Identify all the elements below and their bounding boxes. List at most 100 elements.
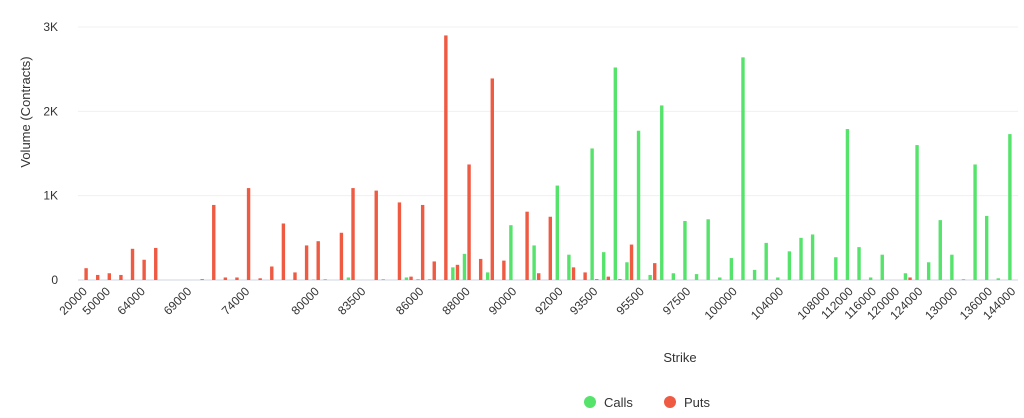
calls-bar-87500[interactable]	[451, 267, 455, 280]
calls-bar-114000[interactable]	[857, 247, 861, 280]
calls-bar-92000[interactable]	[555, 185, 559, 280]
calls-bar-94000[interactable]	[602, 252, 606, 280]
calls-bar-95500[interactable]	[636, 130, 641, 280]
puts-bar-92500[interactable]	[571, 267, 576, 280]
calls-bar-84500[interactable]	[381, 279, 385, 280]
puts-bar-87500[interactable]	[455, 264, 460, 280]
puts-bar-83000[interactable]	[351, 188, 355, 280]
puts-bar-93500[interactable]	[595, 279, 599, 280]
calls-bar-122000[interactable]	[903, 273, 908, 280]
calls-bar-103000[interactable]	[764, 242, 768, 280]
puts-bar-91000[interactable]	[537, 273, 541, 280]
puts-bar-50000[interactable]	[107, 273, 112, 280]
calls-bar-95000[interactable]	[625, 262, 629, 280]
calls-bar-102000[interactable]	[752, 269, 757, 280]
puts-bar-60000[interactable]	[130, 248, 135, 280]
puts-bar-88000[interactable]	[467, 164, 471, 280]
puts-bar-84000[interactable]	[374, 190, 378, 280]
calls-bar-86000[interactable]	[416, 279, 420, 280]
calls-bar-96500[interactable]	[660, 105, 664, 281]
calls-bar-124000[interactable]	[915, 145, 919, 280]
puts-bar-87000[interactable]	[444, 35, 448, 281]
calls-bar-97000[interactable]	[671, 273, 676, 280]
calls-bar-94500[interactable]	[613, 67, 618, 280]
legend-item-puts[interactable]: Puts	[664, 395, 711, 410]
puts-bar-76000[interactable]	[270, 266, 274, 280]
puts-bar-89000[interactable]	[490, 78, 494, 280]
puts-bar-95000[interactable]	[629, 244, 634, 280]
x-tick-label: 97500	[660, 284, 694, 318]
calls-bar-118000[interactable]	[880, 254, 884, 280]
puts-bar-85000[interactable]	[397, 202, 402, 280]
calls-bar-140000[interactable]	[996, 278, 1000, 280]
calls-bar-98500[interactable]	[706, 219, 710, 280]
calls-bar-110000[interactable]	[834, 257, 838, 280]
puts-bar-74000[interactable]	[246, 188, 251, 280]
calls-bar-90000[interactable]	[509, 225, 513, 280]
calls-bar-96000[interactable]	[648, 274, 652, 280]
calls-bar-89000[interactable]	[485, 272, 490, 280]
puts-bar-90500[interactable]	[525, 211, 529, 280]
calls-bar-136000[interactable]	[984, 215, 989, 280]
legend-item-calls[interactable]: Calls	[584, 395, 633, 410]
calls-bar-128000[interactable]	[938, 220, 942, 280]
puts-bar-89500[interactable]	[502, 260, 506, 280]
puts-bar-122000[interactable]	[908, 277, 912, 280]
calls-bar-97500[interactable]	[683, 220, 687, 280]
puts-bar-85500[interactable]	[409, 276, 413, 280]
calls-bar-86500[interactable]	[427, 279, 432, 280]
calls-bar-85500[interactable]	[404, 277, 409, 280]
puts-bar-80000[interactable]	[316, 241, 320, 280]
calls-bar-105000[interactable]	[787, 251, 792, 280]
calls-bar-130000[interactable]	[950, 254, 954, 280]
puts-bar-75000[interactable]	[258, 278, 262, 280]
puts-bar-88500[interactable]	[478, 258, 483, 280]
legend-calls-marker	[584, 396, 596, 408]
puts-bar-65000[interactable]	[154, 247, 158, 280]
calls-bar-98000[interactable]	[694, 274, 699, 280]
calls-bar-101000[interactable]	[741, 57, 745, 280]
x-tick-label: 86000	[393, 284, 427, 318]
x-tick-label: 64000	[114, 284, 148, 318]
puts-bar-71000[interactable]	[212, 204, 216, 280]
calls-bar-107000[interactable]	[810, 234, 815, 280]
puts-bar-72000[interactable]	[223, 277, 228, 280]
puts-bar-73000[interactable]	[235, 277, 239, 280]
calls-bar-81000[interactable]	[323, 279, 327, 280]
puts-bar-91500[interactable]	[548, 216, 552, 280]
calls-bar-93500[interactable]	[590, 148, 594, 280]
puts-bar-20000[interactable]	[84, 268, 88, 280]
puts-bar-86000[interactable]	[420, 204, 425, 280]
calls-bar-104000[interactable]	[776, 277, 780, 280]
puts-bar-78000[interactable]	[293, 272, 297, 280]
puts-bar-77000[interactable]	[281, 223, 286, 281]
calls-bar-144000[interactable]	[1008, 134, 1012, 280]
calls-bar-92500[interactable]	[567, 254, 571, 280]
calls-bar-91000[interactable]	[532, 245, 536, 280]
puts-bar-70000[interactable]	[200, 279, 204, 280]
puts-bar-94500[interactable]	[618, 279, 622, 280]
calls-bar-99000[interactable]	[718, 277, 722, 280]
calls-bar-88000[interactable]	[462, 253, 467, 280]
calls-bar-132000[interactable]	[961, 279, 966, 280]
puts-bar-96000[interactable]	[653, 263, 657, 280]
calls-bar-100000[interactable]	[729, 258, 734, 280]
puts-bar-86500[interactable]	[432, 261, 436, 280]
puts-bar-94000[interactable]	[606, 276, 611, 280]
calls-bar-134000[interactable]	[973, 164, 977, 280]
x-tick-label: 69000	[161, 284, 195, 318]
calls-bar-83000[interactable]	[346, 277, 351, 280]
puts-bar-82000[interactable]	[339, 232, 344, 280]
puts-bar-64000[interactable]	[142, 259, 146, 280]
calls-bar-112000[interactable]	[845, 129, 850, 280]
calls-bar-126000[interactable]	[926, 262, 931, 280]
puts-bar-93000[interactable]	[583, 272, 587, 280]
x-axis-title: Strike	[663, 350, 696, 365]
x-tick-label: 80000	[289, 284, 323, 318]
puts-bar-79000[interactable]	[304, 245, 309, 280]
puts-bar-45000[interactable]	[96, 274, 100, 280]
calls-bar-116000[interactable]	[868, 277, 873, 280]
puts-bar-55000[interactable]	[119, 274, 123, 280]
calls-bar-106000[interactable]	[799, 237, 803, 280]
y-axis-ticks: 0 1K 2K 3K	[43, 20, 58, 287]
